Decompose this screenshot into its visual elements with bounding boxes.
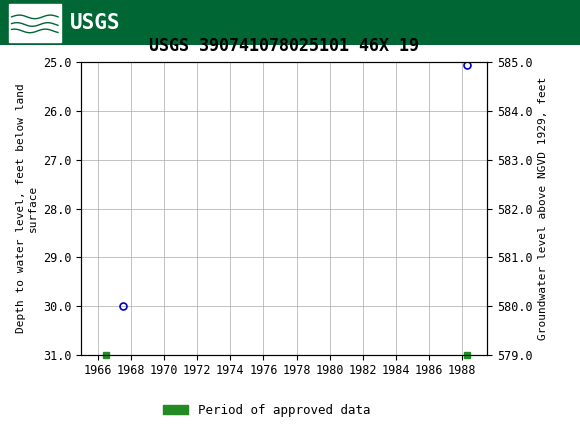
Title: USGS 390741078025101 46X 19: USGS 390741078025101 46X 19 — [149, 37, 419, 55]
Bar — [9, 3, 61, 42]
Legend: Period of approved data: Period of approved data — [158, 399, 376, 421]
Y-axis label: Depth to water level, feet below land
surface: Depth to water level, feet below land su… — [16, 84, 38, 333]
Y-axis label: Groundwater level above NGVD 1929, feet: Groundwater level above NGVD 1929, feet — [538, 77, 548, 340]
Text: USGS: USGS — [70, 12, 120, 33]
